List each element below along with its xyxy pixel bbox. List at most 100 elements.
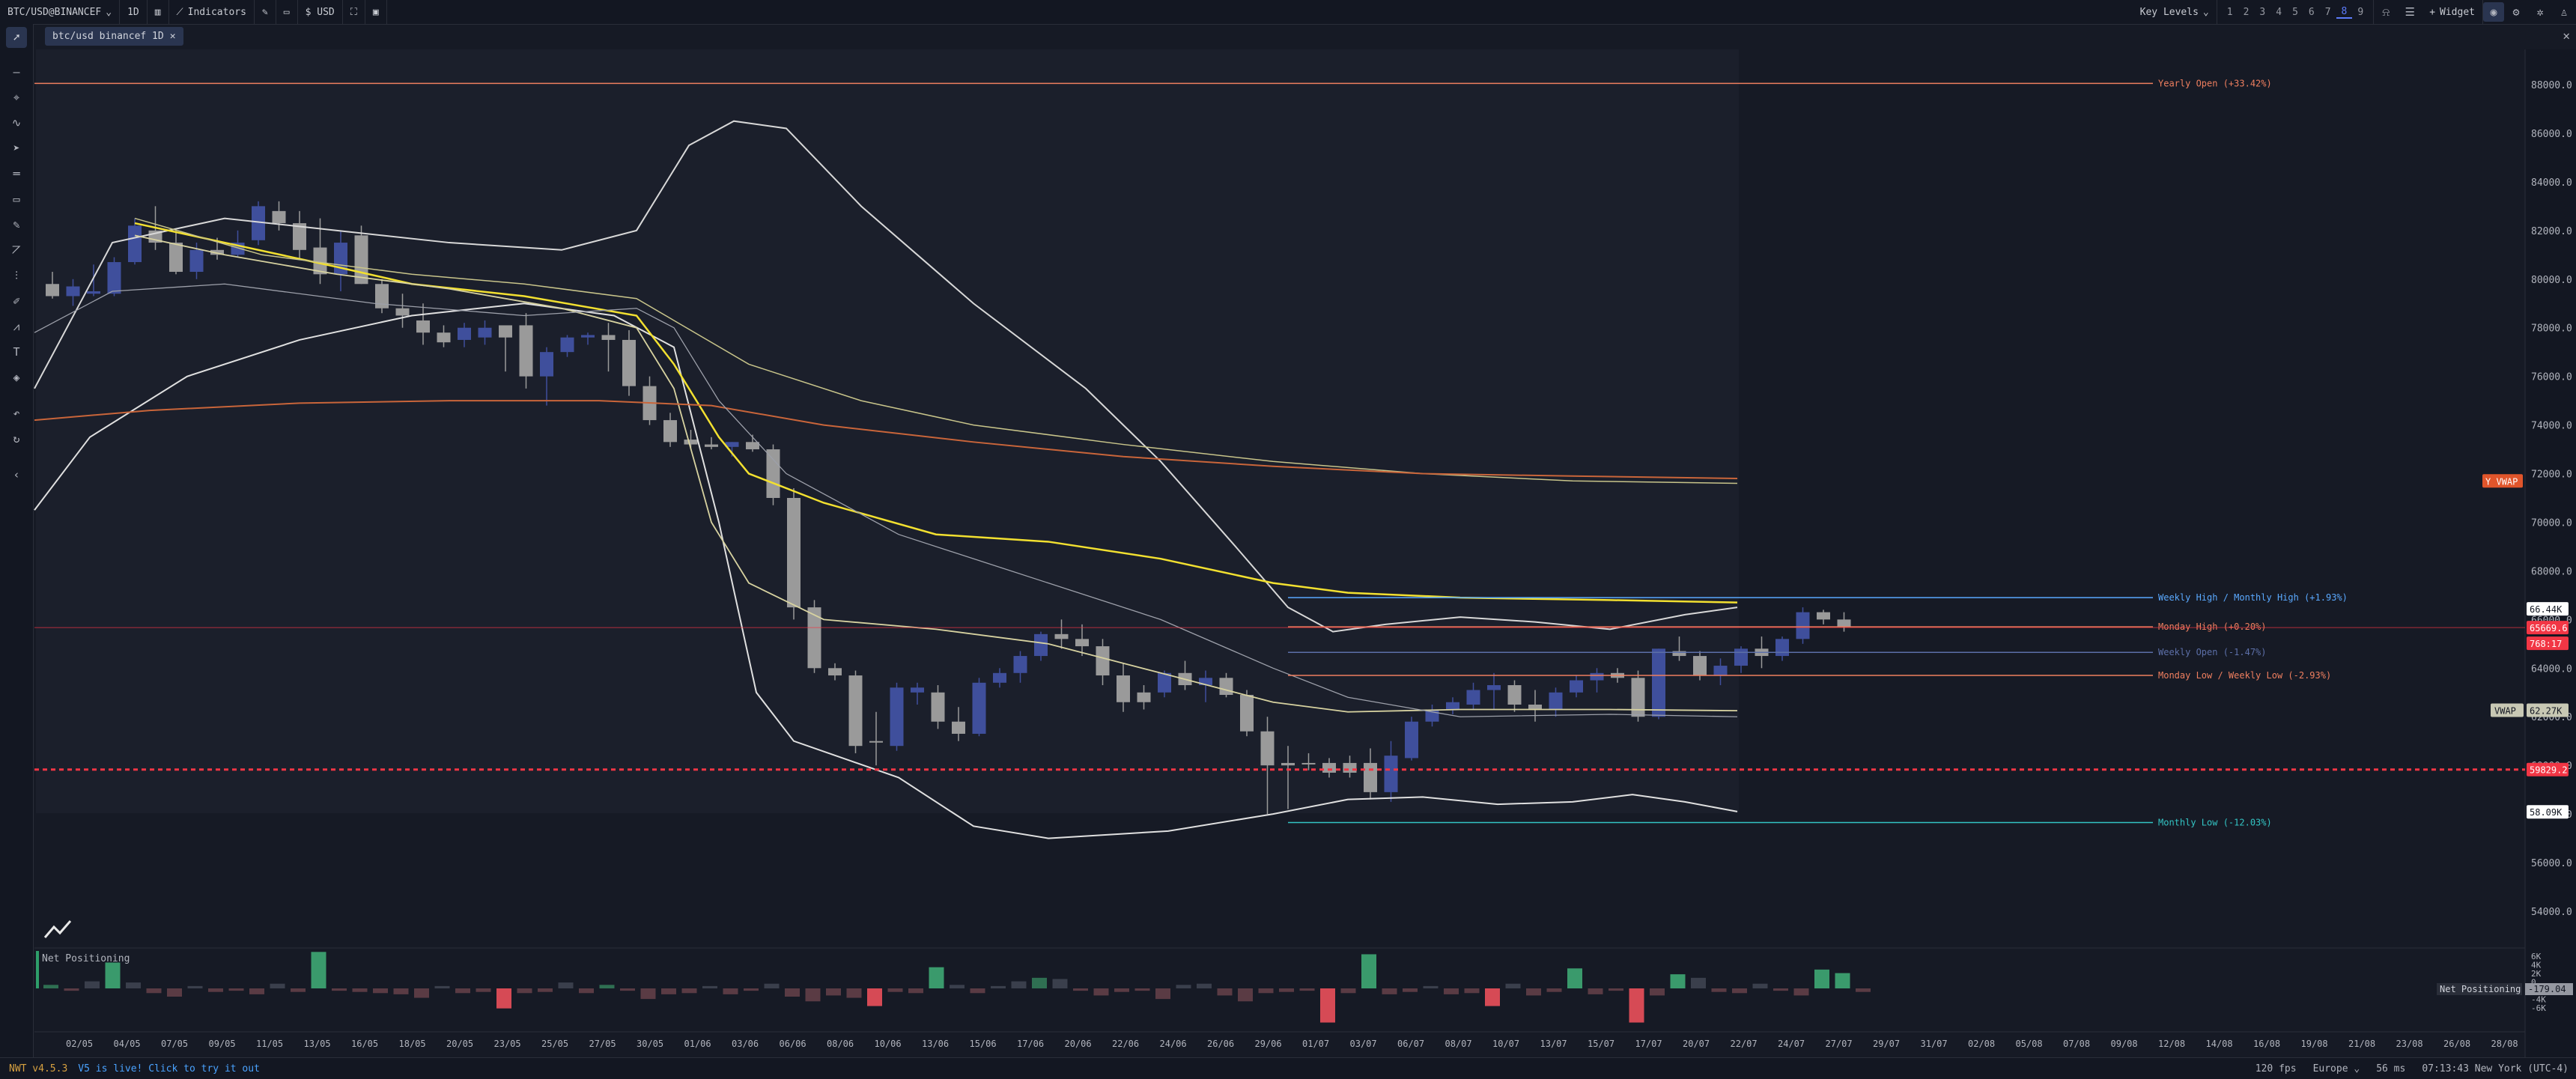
time-tick-label: 22/07 bbox=[1731, 1039, 1758, 1049]
candle-body bbox=[87, 291, 100, 294]
net-positioning-tick: -6K bbox=[2531, 1003, 2546, 1013]
price-tick-label: 82000.0 bbox=[2531, 226, 2572, 237]
fps-label: 120 fps bbox=[2255, 1063, 2297, 1075]
path-icon[interactable]: ∿ bbox=[11, 116, 22, 130]
ruler-icon[interactable]: ✐ bbox=[13, 294, 20, 308]
price-label-text: 62.27K bbox=[2530, 705, 2563, 716]
fullscreen-icon: ⛶ bbox=[350, 6, 357, 18]
region-selector[interactable]: Europe ⌄ bbox=[2313, 1063, 2360, 1075]
price-tick-label: 84000.0 bbox=[2531, 177, 2572, 189]
candle-body bbox=[1672, 651, 1686, 657]
net-positioning-bar bbox=[1526, 988, 1541, 996]
net-positioning-bar bbox=[723, 988, 738, 994]
symbol-selector[interactable]: BTC/USD@BINANCEF ⌄ bbox=[0, 0, 121, 24]
layout-6-button[interactable]: 6 bbox=[2308, 6, 2315, 18]
candle-body bbox=[1837, 619, 1851, 627]
price-tick-label: 80000.0 bbox=[2531, 275, 2572, 286]
parallel-lines-icon[interactable]: ═ bbox=[13, 167, 20, 180]
key-levels-label: Key Levels bbox=[2139, 6, 2199, 18]
candle-body bbox=[1158, 672, 1171, 693]
brush-icon[interactable]: ✎ bbox=[13, 218, 20, 231]
line-chart-icon[interactable]: ⦢ bbox=[12, 243, 21, 257]
candle-body bbox=[1034, 633, 1048, 657]
layout-5-button[interactable]: 5 bbox=[2292, 6, 2298, 18]
net-positioning-bar bbox=[352, 988, 368, 992]
key-level-label: Monday High (+0.20%) bbox=[2158, 621, 2267, 632]
price-label-tag bbox=[2527, 703, 2569, 717]
net-positioning-bar bbox=[1197, 983, 1212, 988]
indicators-button[interactable]: ⟋ Indicators bbox=[169, 0, 255, 24]
layout-3-button[interactable]: 3 bbox=[2259, 6, 2266, 18]
layout-2-button[interactable]: 2 bbox=[2243, 6, 2250, 18]
cursor-icon[interactable]: ➚ bbox=[6, 27, 27, 48]
bell-icon[interactable]: ⍾ bbox=[2382, 5, 2390, 19]
chart-tab[interactable]: btc/usd binancef 1D ✕ bbox=[45, 26, 183, 46]
close-icon[interactable]: ✕ bbox=[169, 30, 176, 42]
currency-button[interactable]: $ USD bbox=[298, 0, 343, 24]
candle-body bbox=[725, 442, 739, 447]
status-bar: NWT v4.5.3 V5 is live! Click to try it o… bbox=[0, 1057, 2576, 1079]
chevron-down-icon: ⌄ bbox=[2354, 1063, 2360, 1075]
promo-link[interactable]: V5 is live! Click to try it out bbox=[78, 1063, 260, 1075]
measure-icon[interactable]: ⫶ bbox=[15, 269, 18, 282]
layout-8-button[interactable]: 8 bbox=[2336, 6, 2353, 19]
fullscreen-button[interactable]: ⛶ bbox=[343, 0, 365, 24]
close-icon[interactable]: ✕ bbox=[2563, 28, 2570, 43]
net-positioning-bar bbox=[167, 988, 182, 997]
net-positioning-bar bbox=[1340, 988, 1356, 994]
layout-9-button[interactable]: 9 bbox=[2357, 6, 2364, 18]
net-positioning-bar bbox=[661, 988, 676, 994]
settings-icon[interactable]: ⚙ bbox=[2512, 5, 2520, 19]
layout-4-button[interactable]: 4 bbox=[2276, 6, 2282, 18]
layers-icon[interactable]: ◈ bbox=[13, 371, 20, 384]
user-icon[interactable]: ♙ bbox=[2560, 5, 2568, 19]
net-positioning-bar bbox=[1032, 977, 1047, 988]
time-tick-label: 05/08 bbox=[2016, 1039, 2043, 1049]
net-positioning-bar bbox=[991, 985, 1006, 988]
candle-body bbox=[828, 668, 842, 676]
candle-body bbox=[705, 444, 718, 447]
horizontal-line-icon[interactable]: — bbox=[13, 65, 20, 79]
chart-type-button[interactable]: ▥ bbox=[148, 0, 169, 24]
crosshair-icon[interactable]: ⌖ bbox=[13, 91, 20, 104]
layout-1-button[interactable]: 1 bbox=[2226, 6, 2233, 18]
vwap-tag bbox=[2491, 703, 2524, 717]
folder-button[interactable]: ▭ bbox=[276, 0, 298, 24]
interval-selector[interactable]: 1D bbox=[120, 0, 148, 24]
key-level-label: Weekly High / Monthly High (+1.93%) bbox=[2158, 592, 2348, 603]
net-positioning-tag-label: Net Positioning bbox=[2440, 984, 2521, 994]
net-positioning-bar bbox=[1155, 988, 1170, 1000]
chevron-down-icon: ⌄ bbox=[106, 6, 112, 18]
widget-button[interactable]: + Widget bbox=[2422, 0, 2483, 24]
pattern-icon[interactable]: ⩘ bbox=[13, 320, 20, 333]
layout-7-button[interactable]: 7 bbox=[2324, 6, 2331, 18]
rectangle-icon[interactable]: ▭ bbox=[13, 192, 20, 206]
text-icon[interactable]: T bbox=[13, 345, 20, 359]
price-label-text: 59829.2 bbox=[2530, 765, 2568, 776]
net-positioning-bar bbox=[1650, 988, 1665, 996]
time-tick-label: 20/06 bbox=[1065, 1039, 1092, 1049]
candle-body bbox=[972, 682, 986, 734]
key-levels-selector[interactable]: Key Levels ⌄ bbox=[2133, 0, 2217, 24]
key-level-label: Yearly Open (+33.42%) bbox=[2158, 78, 2272, 88]
candle-body bbox=[107, 262, 121, 294]
list-icon[interactable]: ☰ bbox=[2405, 5, 2415, 19]
redo-icon[interactable]: ↻ bbox=[13, 432, 20, 446]
collapse-icon[interactable]: ‹ bbox=[13, 468, 20, 481]
session-shade bbox=[36, 49, 1739, 813]
net-positioning-bar bbox=[208, 988, 223, 992]
camera-icon[interactable]: ◉ bbox=[2483, 2, 2504, 22]
candle-body bbox=[931, 692, 945, 722]
undo-icon[interactable]: ↶ bbox=[13, 407, 20, 420]
arrow-icon[interactable]: ➤ bbox=[13, 142, 20, 155]
symbol-label: BTC/USD@BINANCEF bbox=[7, 6, 102, 18]
time-tick-label: 16/08 bbox=[2253, 1039, 2280, 1049]
candle-body bbox=[1054, 633, 1069, 639]
time-tick-label: 17/07 bbox=[1635, 1039, 1662, 1049]
net-positioning-title: Net Positioning bbox=[42, 953, 130, 964]
drawing-button[interactable]: ✎ bbox=[255, 0, 276, 24]
net-positioning-bar bbox=[1485, 988, 1500, 1006]
gear-icon[interactable]: ✲ bbox=[2536, 5, 2544, 19]
save-button[interactable]: ▣ bbox=[365, 0, 387, 24]
